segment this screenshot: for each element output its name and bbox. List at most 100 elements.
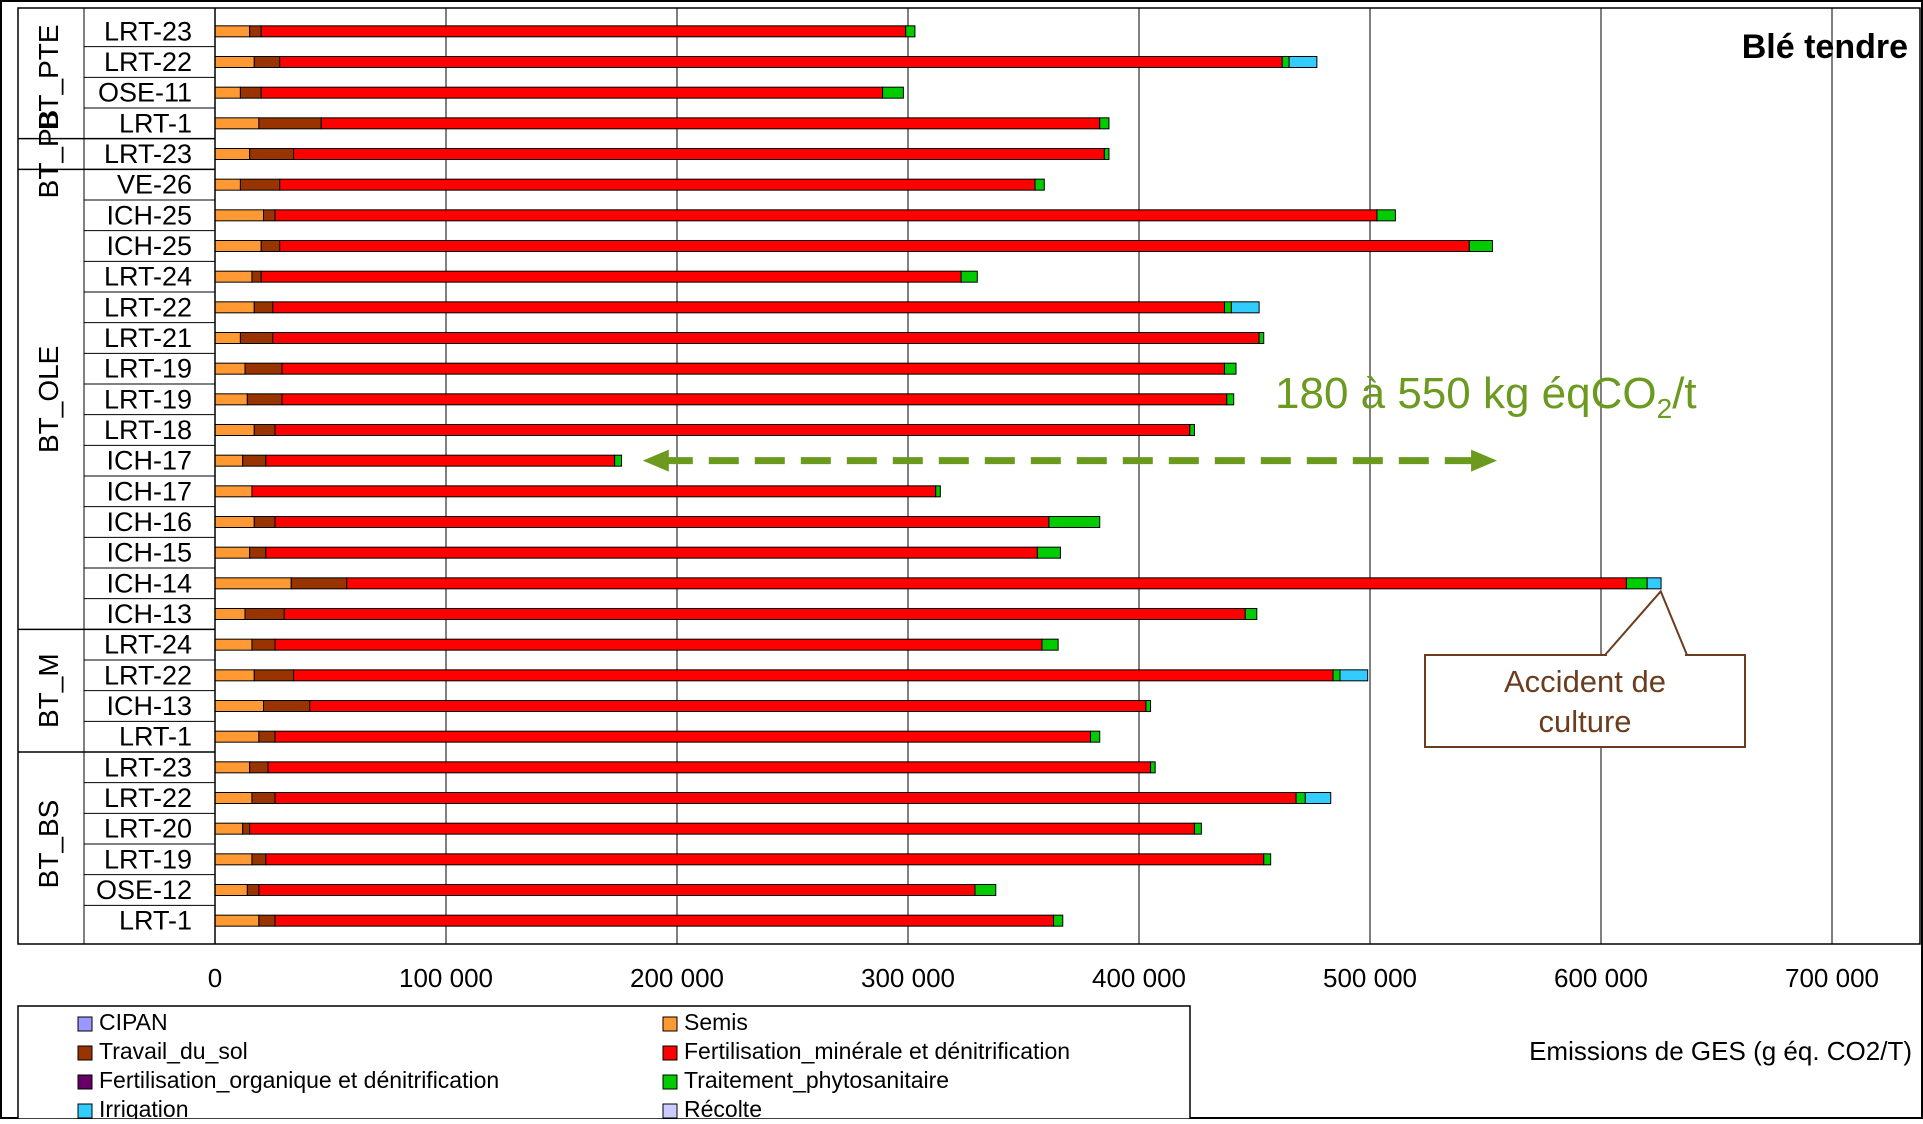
category-label-5: VE-26 xyxy=(117,170,192,200)
bar-segment-18-3 xyxy=(346,577,1627,590)
bar-segment-13-1 xyxy=(214,424,255,436)
bar-segment-20-2 xyxy=(251,638,276,651)
bar-segment-1-1 xyxy=(214,56,255,68)
category-label-14: ICH-17 xyxy=(106,446,192,476)
bar-segment-21-2 xyxy=(253,669,295,682)
bar-segment-26-1 xyxy=(214,822,244,835)
bar-segment-3-1 xyxy=(214,117,260,130)
bar-row-0 xyxy=(214,25,916,38)
bar-row-16 xyxy=(214,516,1101,528)
bar-segment-21-6 xyxy=(1339,669,1369,682)
bar-row-8 xyxy=(214,270,978,283)
bar-segment-9-1 xyxy=(214,301,255,314)
bar-segment-14-3 xyxy=(265,454,616,467)
bar-segment-25-6 xyxy=(1304,792,1332,804)
range-text-tail: /t xyxy=(1672,369,1696,418)
range-text-main: 180 à 550 kg éqCO xyxy=(1275,369,1657,418)
bar-row-22 xyxy=(214,700,1152,712)
category-label-26: LRT-20 xyxy=(104,814,192,844)
bar-segment-29-5 xyxy=(1053,914,1064,927)
bar-segment-1-5 xyxy=(1281,56,1290,68)
bar-segment-28-1 xyxy=(214,884,248,896)
bar-segment-7-2 xyxy=(260,240,281,252)
bar-segment-12-5 xyxy=(1226,393,1235,406)
category-label-4: LRT-23 xyxy=(104,139,192,169)
bar-segment-25-2 xyxy=(251,792,276,804)
bar-segment-23-1 xyxy=(214,730,260,743)
category-label-23: LRT-1 xyxy=(119,722,192,752)
bar-segment-22-2 xyxy=(263,700,311,712)
bar-segment-14-1 xyxy=(214,454,244,467)
category-label-27: LRT-19 xyxy=(104,844,192,874)
bar-segment-12-3 xyxy=(281,393,1228,406)
legend-swatch-1 xyxy=(662,1016,678,1032)
bar-segment-0-3 xyxy=(260,25,907,38)
bar-segment-5-2 xyxy=(239,178,281,191)
x-axis-label: Emissions de GES (g éq. CO2/T) xyxy=(1529,1036,1912,1066)
legend-item-1: Semis xyxy=(662,1009,748,1035)
legend-item-7: Récolte xyxy=(662,1096,762,1122)
legend-swatch-7 xyxy=(662,1103,678,1119)
bar-segment-25-3 xyxy=(274,792,1297,804)
bar-segment-11-3 xyxy=(281,362,1225,375)
x-tick-label-6: 600 000 xyxy=(1554,963,1648,993)
bar-segment-2-5 xyxy=(882,86,904,99)
category-label-8: LRT-24 xyxy=(104,262,192,292)
bar-segment-3-5 xyxy=(1099,117,1110,130)
category-label-28: OSE-12 xyxy=(96,875,192,905)
bar-segment-10-5 xyxy=(1258,332,1265,344)
bar-row-14 xyxy=(214,454,623,467)
bar-segment-28-2 xyxy=(246,884,260,896)
legend-label-6: Irrigation xyxy=(99,1096,188,1119)
x-tick-label-3: 300 000 xyxy=(861,963,955,993)
bar-segment-11-1 xyxy=(214,362,246,375)
bar-segment-26-2 xyxy=(242,822,251,835)
group-label-4: BT_BS xyxy=(33,800,64,889)
bar-segment-19-1 xyxy=(214,608,246,620)
bar-segment-21-5 xyxy=(1332,669,1341,682)
legend-label-4: Fertilisation_organique et dénitrificati… xyxy=(99,1067,499,1093)
bar-segment-11-5 xyxy=(1223,362,1237,375)
bar-segment-11-2 xyxy=(244,362,283,375)
bar-segment-18-2 xyxy=(290,577,348,590)
bar-segment-12-2 xyxy=(246,393,283,406)
bar-segment-23-5 xyxy=(1089,730,1101,743)
bar-segment-17-3 xyxy=(265,546,1038,559)
category-label-1: LRT-22 xyxy=(104,47,192,77)
bar-segment-26-3 xyxy=(249,822,1195,835)
bar-segment-7-3 xyxy=(279,240,1470,252)
category-label-29: LRT-1 xyxy=(119,906,192,936)
bar-row-10 xyxy=(214,332,1265,344)
bar-segment-14-2 xyxy=(242,454,267,467)
bar-segment-10-3 xyxy=(272,332,1260,344)
bar-segment-17-5 xyxy=(1036,546,1061,559)
x-tick-label-4: 400 000 xyxy=(1092,963,1186,993)
bar-segment-6-2 xyxy=(263,209,276,222)
bar-segment-21-3 xyxy=(293,669,1334,682)
bar-segment-1-3 xyxy=(279,56,1283,68)
bar-segment-28-3 xyxy=(258,884,976,896)
bar-segment-24-3 xyxy=(267,761,1152,774)
bar-segment-0-5 xyxy=(905,25,916,38)
x-tick-label-1: 100 000 xyxy=(399,963,493,993)
bar-segment-9-3 xyxy=(272,301,1225,314)
bar-segment-13-2 xyxy=(253,424,276,436)
range-text-sub: 2 xyxy=(1657,393,1673,424)
bar-segment-20-5 xyxy=(1041,638,1059,651)
bar-segment-4-1 xyxy=(214,148,251,160)
bar-segment-25-5 xyxy=(1295,792,1306,804)
bar-segment-15-5 xyxy=(935,485,941,498)
bar-row-11 xyxy=(214,362,1237,375)
bar-segment-15-1 xyxy=(214,485,253,498)
bar-segment-2-2 xyxy=(239,86,262,99)
callout-text-line1: Accident de xyxy=(1504,664,1666,699)
bar-segment-28-5 xyxy=(974,884,997,896)
bar-segment-17-1 xyxy=(214,546,251,559)
legend-item-4: Fertilisation_organique et dénitrificati… xyxy=(77,1067,499,1093)
bar-row-27 xyxy=(214,853,1272,866)
legend-label-0: CIPAN xyxy=(99,1009,168,1035)
bar-segment-6-5 xyxy=(1376,209,1396,222)
legend-label-7: Récolte xyxy=(684,1096,762,1119)
